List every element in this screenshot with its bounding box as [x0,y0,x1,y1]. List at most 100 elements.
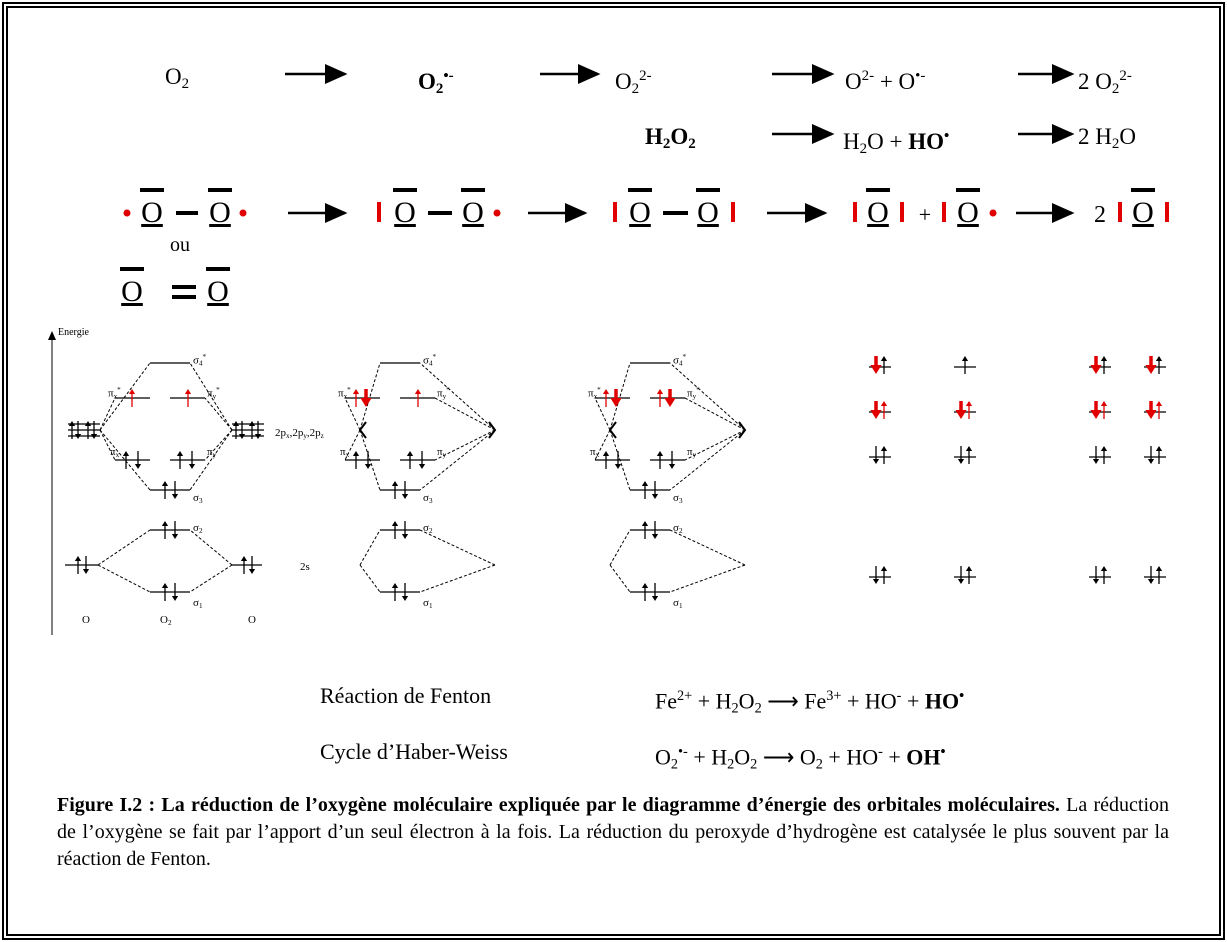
electron-head [614,464,622,469]
formula-part: z [320,431,324,440]
formula-part: y [212,391,217,400]
caption: Figure I.2 : La réduction de l’oxygène m… [57,792,1169,873]
electron-head [128,389,136,394]
electron-head [656,451,664,456]
correlation-line [419,529,496,566]
species: H2O + HO• [843,125,949,161]
electron-head [1100,446,1108,451]
electron-head [1155,401,1163,406]
electron-head [656,389,664,394]
formula-part: H [645,123,663,149]
electron-head [240,556,248,561]
formula-part: 2 [727,756,735,773]
orbital-label: σ1 [673,597,683,612]
orbital-label: σ1 [193,596,203,612]
formula-part: σ [423,491,429,504]
formula-part: 2 [670,756,679,773]
formula-part: 2p [275,426,286,439]
electron-head [668,464,676,469]
formula-part: 1 [198,601,203,610]
electron-head [171,596,179,601]
formula-part: 2 [688,135,696,152]
electron-head [965,566,973,571]
formula-part: 2 [1111,135,1120,152]
formula-part: 2 O [1078,68,1112,94]
electron-head [651,534,659,539]
formula-part: x [286,431,290,440]
electron-head [188,464,196,469]
electron-head [82,569,90,574]
electron-head [965,401,973,406]
formula-part: ⟶ O [757,744,816,770]
formula-part: O [738,688,755,714]
electron-head [664,398,676,407]
correlation-line [99,362,151,431]
electron-head [1090,410,1102,419]
atom-label: O [82,613,90,626]
correlation-line [419,362,496,431]
formula-part: 2 [428,526,433,535]
correlation-line [359,529,381,566]
electron-head [401,534,409,539]
formula-part: 3 [678,496,683,505]
formula-part: σ [423,596,429,609]
electron-head [870,410,882,419]
formula-part: y [692,450,697,459]
electron-head [965,446,973,451]
lone-pair [1165,202,1169,222]
electron-head [961,356,969,361]
formula-part: 3 [198,496,203,505]
formula-part: 2 [859,140,868,157]
correlation-line [434,429,496,461]
formula-part: 4 [198,358,203,367]
equation: Fe2+ + H2O2 ⟶ Fe3+ + HO- + HO• [655,685,964,720]
correlation-line [609,429,631,491]
electron-head [872,579,880,584]
electron-head [391,481,399,486]
formula-part: 2 [631,80,640,97]
electron-head [364,464,372,469]
orbital-label: σ2 [423,522,433,537]
correlation-line [344,429,361,461]
electron-head [870,365,882,374]
formula-part: y [692,391,697,400]
orbital-label: σ2 [673,522,683,537]
formula-part: O [165,63,182,89]
electron-head [602,451,610,456]
correlation-line [204,429,233,461]
formula-part: * [347,385,351,394]
formula-part: π [687,445,693,458]
electron-head [360,398,372,407]
coefficient: 2 [1094,202,1106,228]
electron-head [880,566,888,571]
formula-part: + [882,744,907,770]
formula-part: * [597,385,601,394]
formula-part: * [682,352,687,361]
formula-part: O [734,744,751,770]
orbital-set: 2s [300,560,310,573]
electron-head [1092,579,1100,584]
formula-part: π [207,386,213,399]
formula-part: π [588,386,594,399]
orbital-label: πy* [207,385,220,402]
correlation-line [99,429,116,461]
formula-part: 3 [428,496,433,505]
equation: O2•- + H2O2 ⟶ O2 + HO- + OH• [655,741,946,776]
formula-part: - [878,744,883,760]
formula-part: σ [193,596,199,609]
formula-part: • [959,688,965,704]
orbital-label: πx* [338,385,351,402]
electron-head [1155,356,1163,361]
formula-part: 1 [428,601,433,610]
formula-part: * [117,385,121,394]
electron-head [171,494,179,499]
formula-part: π [687,386,693,399]
orbital-label: πx [110,446,119,461]
lewis-atom: O [121,275,143,308]
electron-head [391,521,399,526]
electron-head [1100,401,1108,406]
reaction-name: Cycle d’Haber-Weiss [320,739,508,764]
formula-part: O [418,68,436,94]
correlation-line [97,564,151,593]
